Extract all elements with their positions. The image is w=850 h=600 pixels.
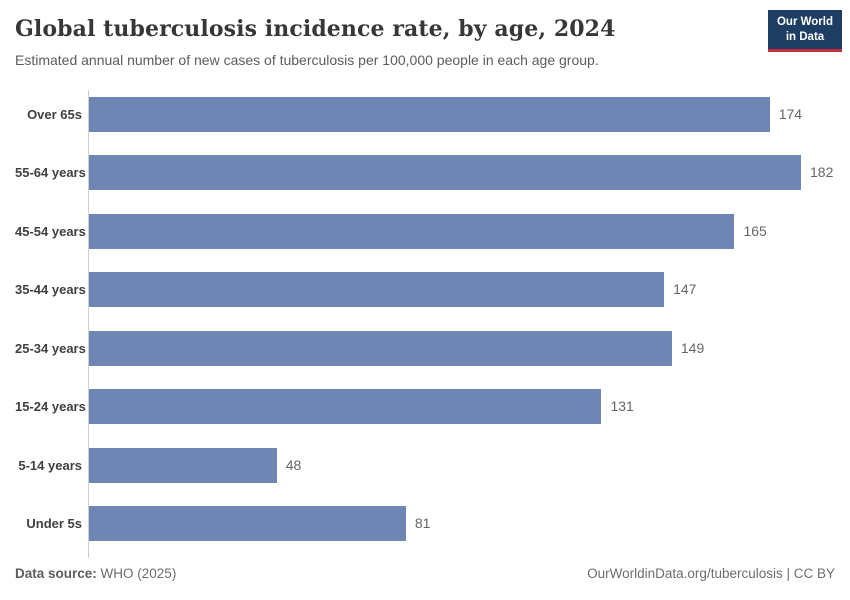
page-title: Global tuberculosis incidence rate, by a… [15,16,616,42]
category-label: Over 65s [27,107,82,122]
chart-row: 5-14 years 48 [15,447,835,483]
category-label: 35-44 years [15,282,86,298]
value-label: 174 [778,106,803,122]
chart-footer: Data source: WHO (2025) OurWorldinData.o… [15,566,835,581]
value-label: 48 [285,456,302,473]
owid-logo-line1: Our World [776,16,833,28]
bar[interactable] [89,272,665,308]
bar[interactable] [89,213,735,249]
y-axis-line [88,90,89,558]
chart-row: 15-24 years 131 [15,389,835,425]
bar[interactable] [89,97,770,132]
value-label: 149 [680,339,705,356]
chart-row: 55-64 years 182 [15,155,835,191]
owid-url-link[interactable]: OurWorldinData.org/tuberculosis | CC BY [587,566,835,581]
data-source-label: Data source: [15,566,97,581]
category-label: 5-14 years [18,457,82,473]
category-label: 45-54 years [15,223,86,239]
bar-chart: Over 65s 174 55-64 years 182 45-54 years 165 3… [15,90,835,558]
chart-row: 35-44 years 147 [15,272,835,308]
bar[interactable] [89,330,672,366]
bar[interactable] [89,155,801,191]
bar[interactable] [89,447,277,483]
chart-row: 25-34 years 149 [15,330,835,366]
value-label: 182 [810,164,834,181]
owid-logo[interactable]: Our World in Data [768,10,842,52]
value-label: 147 [673,281,697,298]
chart-row: Over 65s 174 [15,97,835,132]
bar[interactable] [89,389,602,425]
chart-row: Under 5s 81 [15,506,835,541]
category-label: Under 5s [26,516,82,531]
category-label: 25-34 years [15,340,86,356]
chart-row: 45-54 years 165 [15,213,835,249]
chart-subtitle: Estimated annual number of new cases of … [15,52,599,69]
chart-header: Global tuberculosis incidence rate, by a… [15,16,740,70]
value-label: 81 [414,515,431,531]
value-label: 165 [743,222,767,239]
category-label: 15-24 years [15,399,86,415]
category-label: 55-64 years [15,165,86,181]
data-source: Data source: WHO (2025) [15,566,176,581]
data-source-value: WHO (2025) [100,566,177,581]
bar[interactable] [89,506,406,541]
value-label: 131 [610,398,634,415]
owid-logo-line2: in Data [785,30,825,43]
